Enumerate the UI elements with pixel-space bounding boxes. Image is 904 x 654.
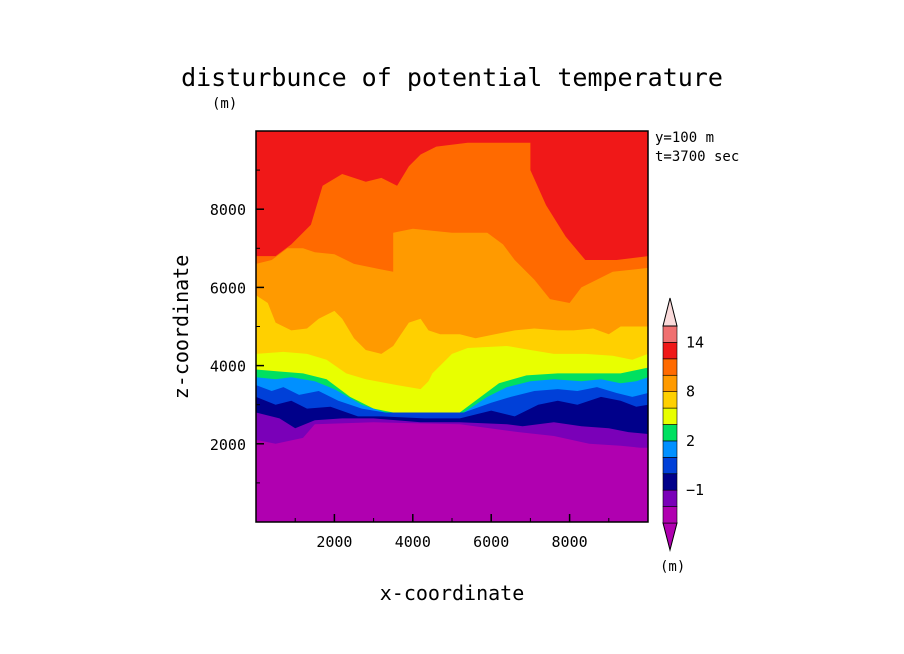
- x-tick-label: 2000: [316, 533, 352, 551]
- colorbar-swatch: [662, 407, 678, 425]
- x-tick-label: 8000: [552, 533, 588, 551]
- colorbar-unit: (m): [660, 559, 685, 575]
- colorbar-swatch: [662, 374, 678, 392]
- annotation-y: y=100 m: [655, 130, 714, 146]
- y-axis-label: z-coordinate: [169, 255, 193, 400]
- x-tick-label: 6000: [473, 533, 509, 551]
- colorbar-tick-label: 8: [686, 383, 695, 401]
- colorbar-high-arrow: [662, 297, 678, 327]
- y-axis: 2000 4000 6000 8000: [210, 169, 264, 484]
- y-tick-label: 8000: [210, 201, 246, 219]
- colorbar-swatch: [662, 489, 678, 507]
- colorbar-tick-label: 2: [686, 432, 695, 450]
- x-axis-label: x-coordinate: [380, 581, 525, 605]
- x-axis: 2000 4000 6000 8000: [294, 514, 610, 551]
- y-tick-label: 6000: [210, 279, 246, 297]
- x-tick-label: 4000: [395, 533, 431, 551]
- colorbar-swatch: [662, 342, 678, 360]
- title-unit: (m): [212, 96, 237, 112]
- colorbar-tick-label: −1: [686, 481, 704, 499]
- colorbar-swatch: [662, 358, 678, 376]
- chart-title: disturbunce of potential temperature: [181, 63, 723, 92]
- colorbar-low-arrow: [662, 522, 678, 552]
- colorbar-swatch: [662, 391, 678, 409]
- colorbar-tick-label: 14: [686, 333, 704, 351]
- colorbar-swatch: [662, 457, 678, 475]
- colorbar-swatch: [662, 473, 678, 491]
- contour-bands: [256, 131, 648, 522]
- y-tick-label: 2000: [210, 436, 246, 454]
- annotation-t: t=3700 sec: [655, 149, 739, 165]
- colorbar: 14 8 2 −1: [662, 297, 704, 552]
- colorbar-swatch: [662, 440, 678, 458]
- colorbar-swatch: [662, 506, 678, 524]
- colorbar-swatch: [662, 325, 678, 343]
- colorbar-swatch: [662, 424, 678, 442]
- band-le-3: [256, 422, 648, 522]
- y-tick-label: 4000: [210, 358, 246, 376]
